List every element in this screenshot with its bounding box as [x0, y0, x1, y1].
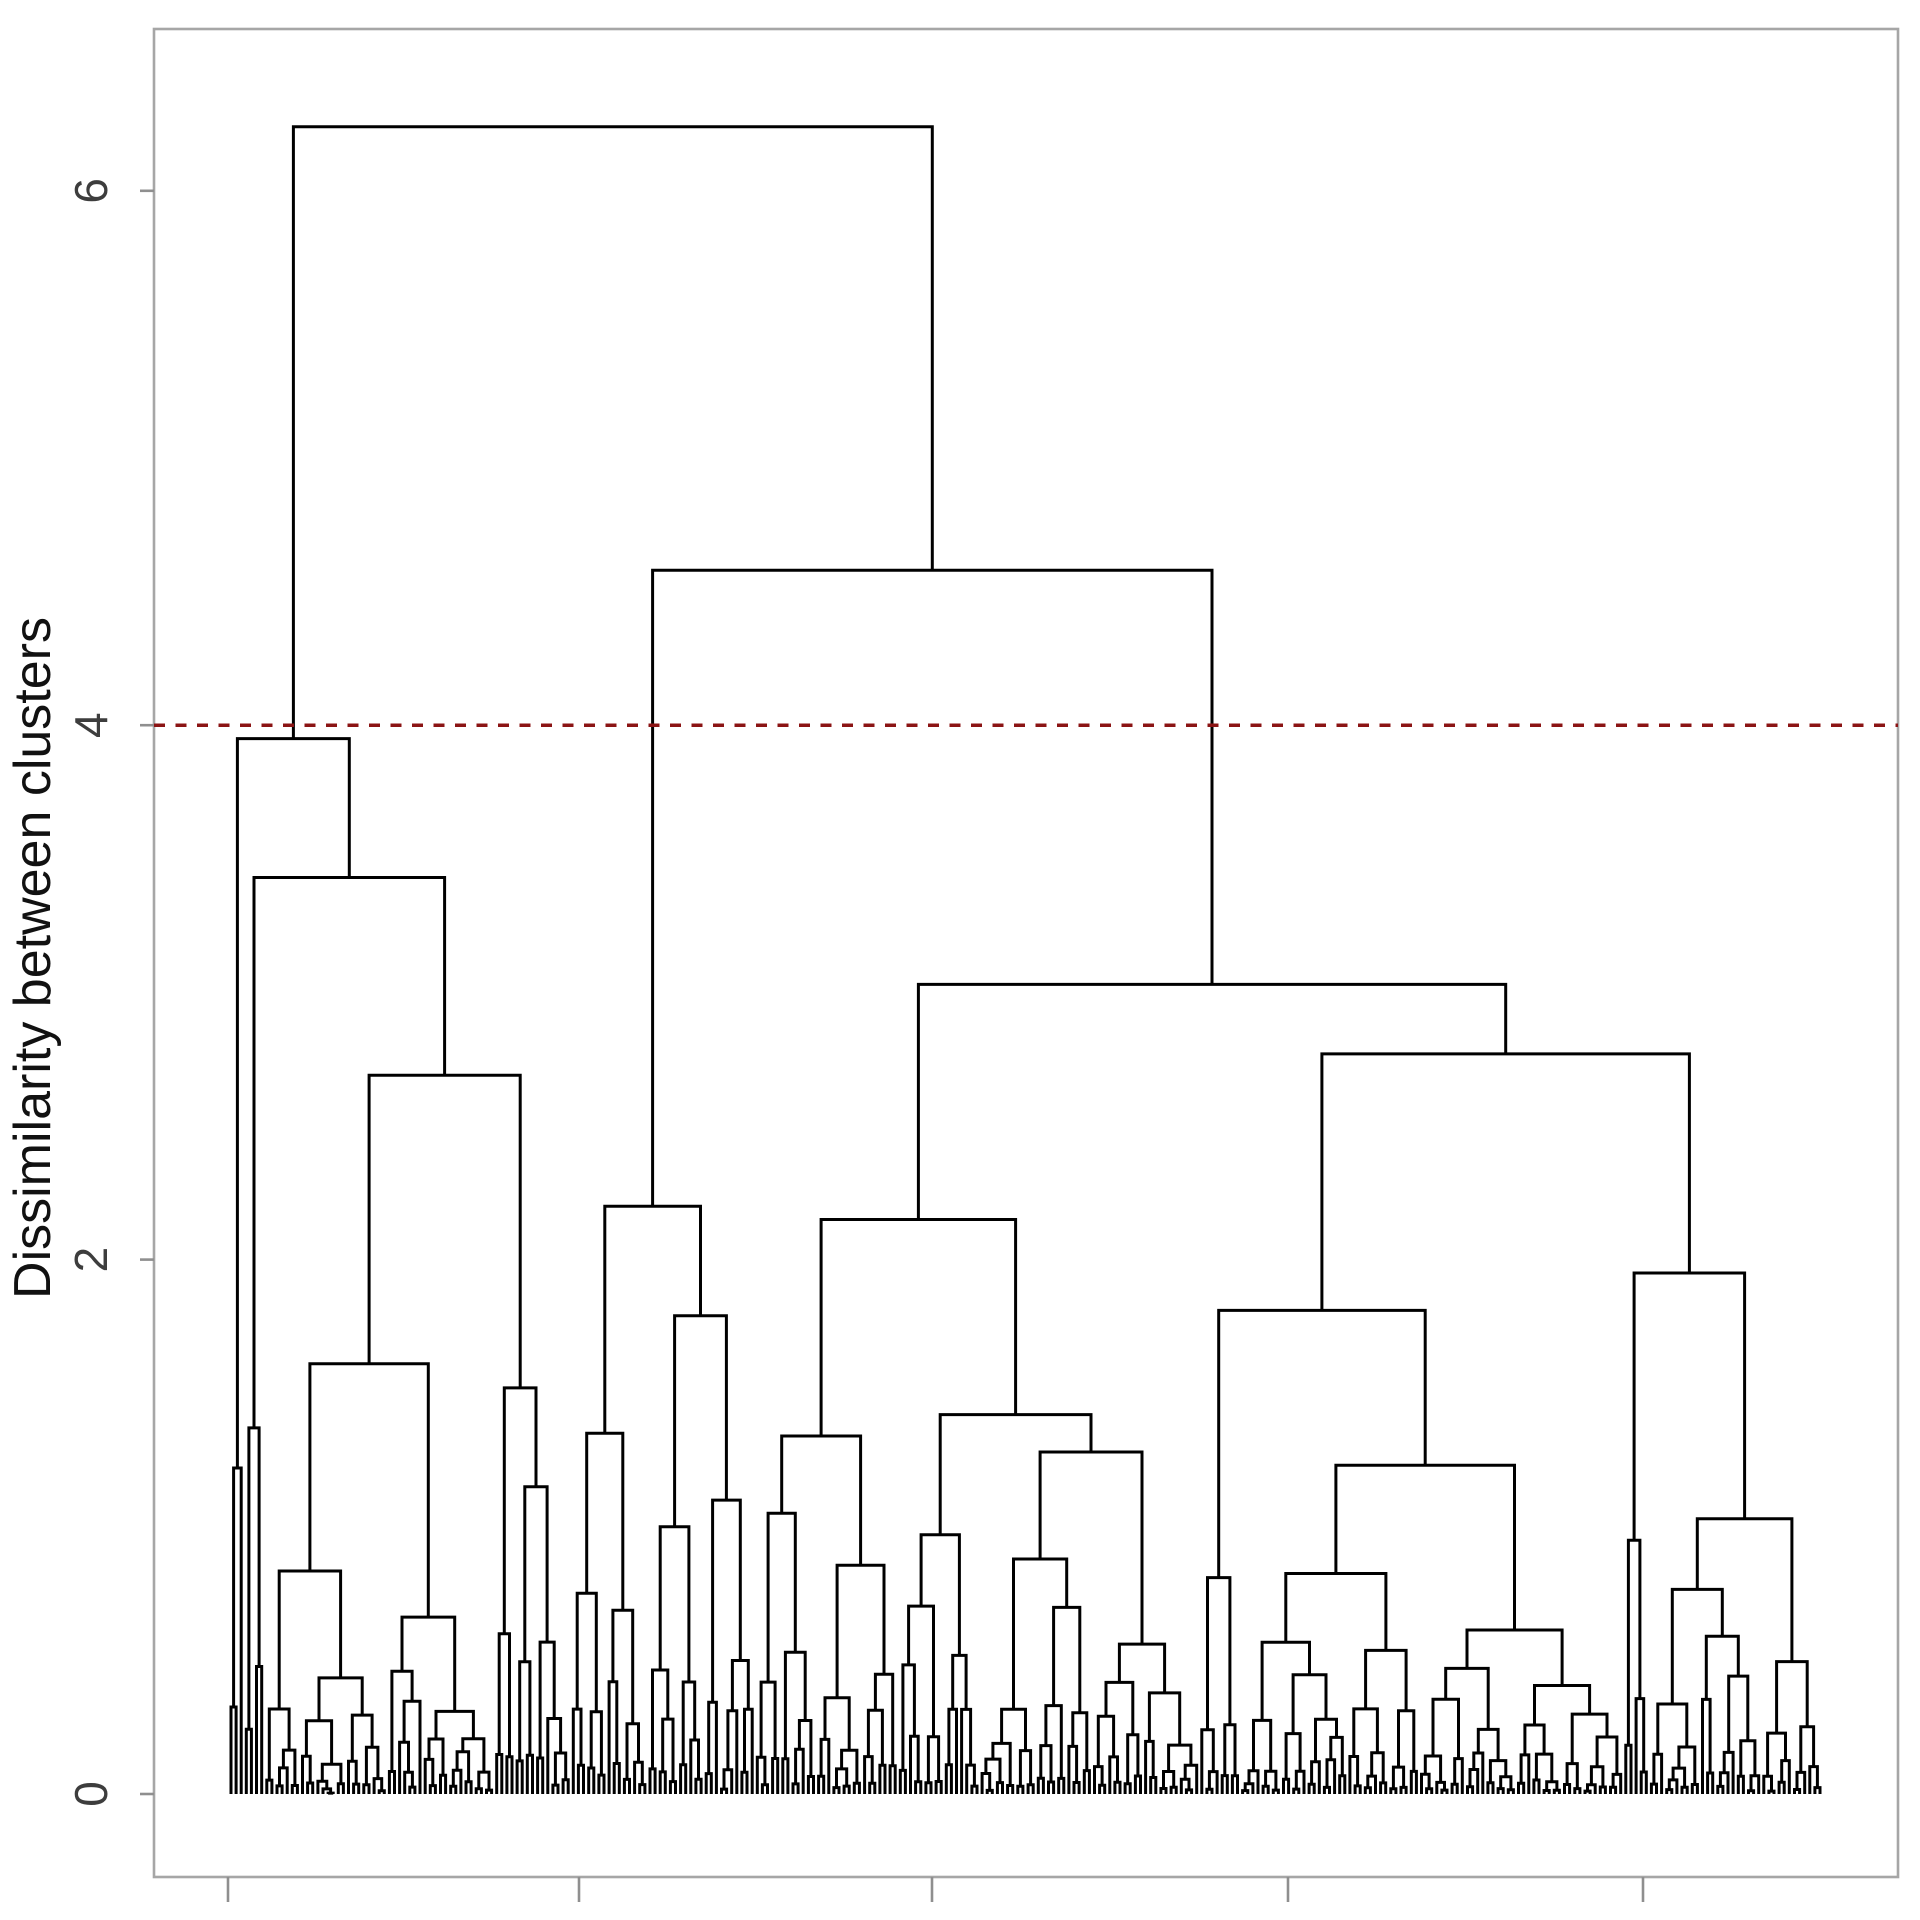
dendrogram-tree [229, 125, 1822, 1795]
y-tick-label: 6 [65, 178, 117, 204]
y-tick-label: 4 [65, 712, 117, 738]
y-tick-label: 0 [65, 1781, 117, 1807]
plot-frame [152, 27, 1900, 1879]
y-axis-title: Dissimilarity between clusters [4, 617, 62, 1299]
y-tick-label: 2 [65, 1247, 117, 1273]
